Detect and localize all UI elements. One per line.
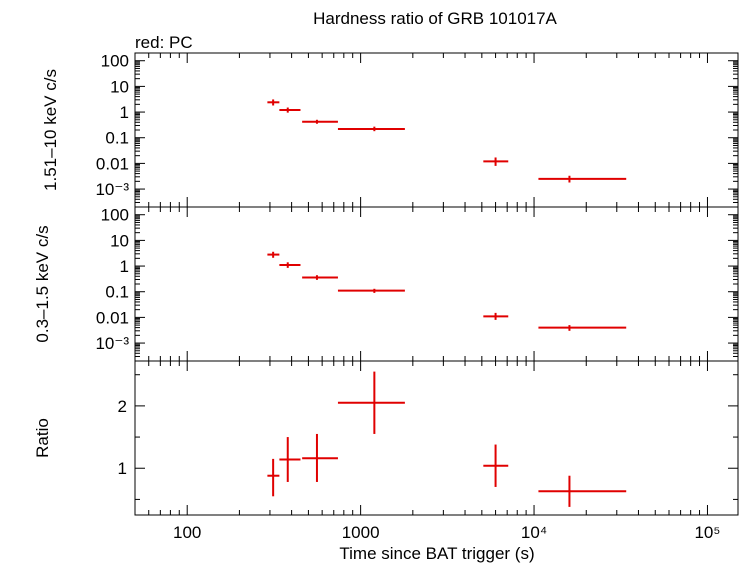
y-tick-label: 10⁻³: [95, 180, 129, 199]
y-tick-label: 2: [118, 397, 127, 416]
y-tick-label: 100: [101, 206, 129, 225]
data-point: [483, 444, 509, 487]
x-tick-label: 10⁴: [521, 523, 547, 542]
y-tick-label: 10⁻³: [95, 334, 129, 353]
data-point: [302, 275, 338, 280]
data-point: [538, 475, 627, 507]
y-tick-label: 10: [110, 77, 129, 96]
panel-2: 100 10 1 0.1 0.01 10⁻³ 0.3–1.5 keV c/s: [33, 206, 739, 362]
y-tick-label: 0.01: [96, 154, 129, 173]
y-axis-label: 1.51–10 keV c/s: [41, 69, 60, 191]
chart-title: Hardness ratio of GRB 101017A: [313, 9, 557, 28]
data-point: [483, 312, 509, 320]
panel-1: 100 10 1 0.1 0.01 10⁻³ 1.51–10 keV c/s: [41, 52, 739, 208]
chart-subtitle: red: PC: [135, 33, 193, 52]
data-point: [302, 119, 338, 124]
x-tick-label: 1000: [342, 523, 380, 542]
data-point: [279, 437, 301, 482]
x-axis-label: Time since BAT trigger (s): [339, 544, 534, 563]
y-tick-label: 100: [101, 52, 129, 71]
x-tick-label: 10⁵: [694, 523, 720, 542]
data-point: [302, 433, 338, 482]
data-point: [267, 458, 280, 497]
data-point: [538, 175, 627, 183]
x-tick-label: 100: [173, 523, 201, 542]
data-point: [267, 99, 280, 106]
y-tick-label: 1: [120, 257, 129, 276]
y-tick-label: 0.01: [96, 308, 129, 327]
data-point: [337, 126, 405, 132]
y-tick-label: 1: [120, 103, 129, 122]
plot-frame: [134, 206, 739, 362]
y-tick-label: 1: [118, 459, 127, 478]
y-tick-label: 0.1: [105, 129, 129, 148]
data-point: [267, 251, 280, 258]
panel-3: 1 2 Ratio 100 1000 10⁴ 10⁵: [33, 360, 739, 542]
data-point: [483, 157, 509, 166]
y-tick-label: 10: [110, 231, 129, 250]
plot-frame: [134, 52, 739, 208]
data-point: [279, 107, 301, 113]
data-point: [279, 262, 301, 268]
data-point: [337, 371, 405, 434]
y-axis-label: 0.3–1.5 keV c/s: [33, 225, 52, 342]
y-axis-label: Ratio: [33, 418, 52, 458]
data-point: [337, 288, 405, 293]
y-tick-label: 0.1: [105, 283, 129, 302]
data-point: [538, 325, 627, 331]
panels: 100 10 1 0.1 0.01 10⁻³ 1.51–10 keV c/s 100 10 1 0.…: [33, 52, 739, 542]
plot-frame: [134, 360, 739, 516]
